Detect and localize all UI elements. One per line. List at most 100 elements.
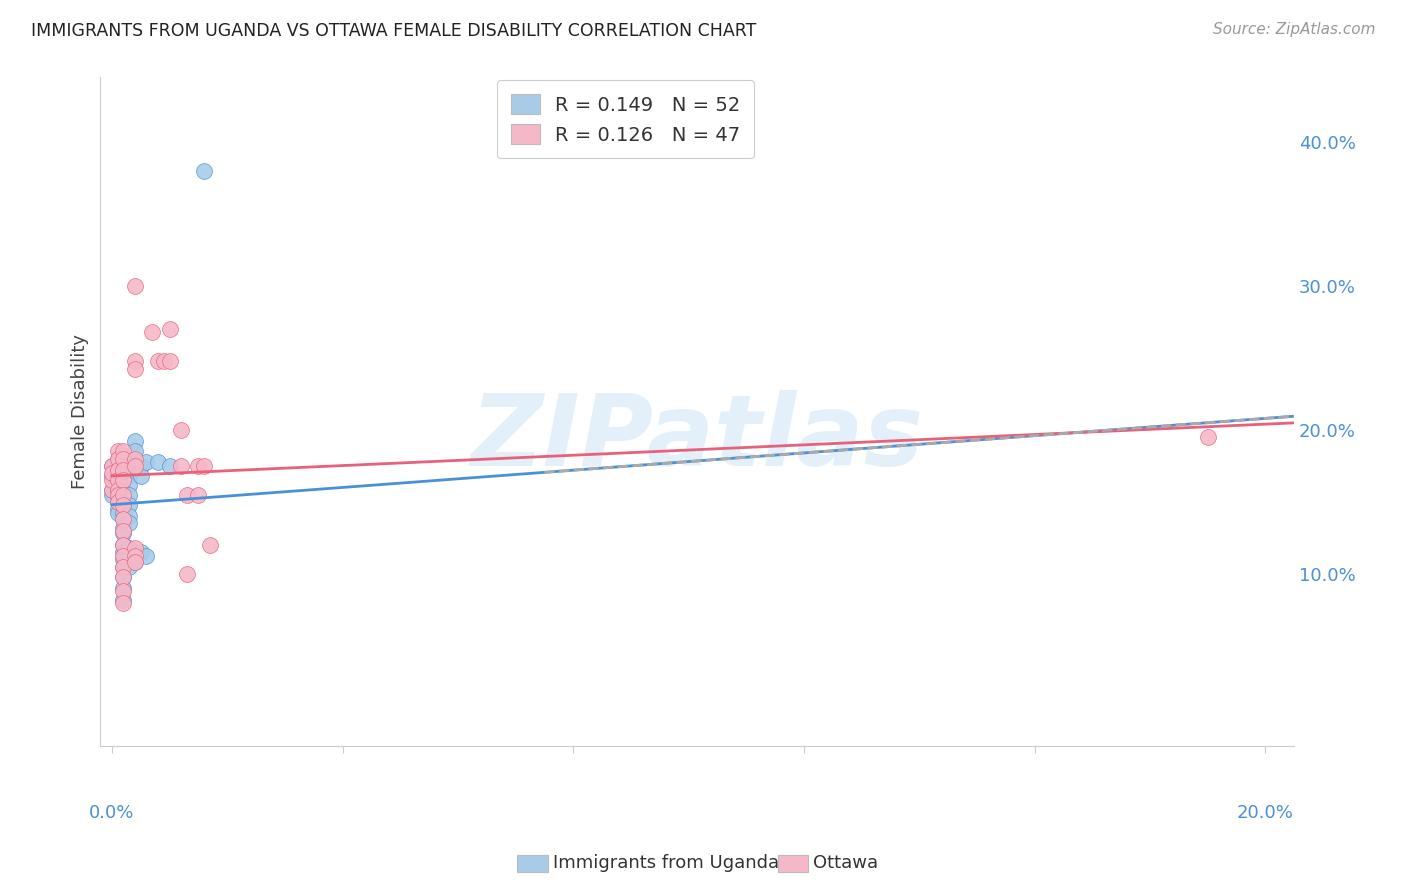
Text: Source: ZipAtlas.com: Source: ZipAtlas.com bbox=[1212, 22, 1375, 37]
Point bbox=[124, 541, 146, 555]
Point bbox=[112, 458, 135, 473]
Point bbox=[176, 566, 198, 581]
Text: Immigrants from Uganda: Immigrants from Uganda bbox=[553, 855, 779, 872]
Point bbox=[129, 545, 152, 559]
Point bbox=[101, 488, 124, 502]
Point bbox=[112, 506, 135, 520]
Point bbox=[107, 451, 129, 466]
Point bbox=[124, 362, 146, 376]
Point bbox=[112, 549, 135, 564]
Point bbox=[107, 506, 129, 520]
Point bbox=[193, 164, 215, 178]
Point bbox=[159, 322, 181, 336]
Point bbox=[107, 495, 129, 509]
Point bbox=[124, 545, 146, 559]
Point bbox=[112, 469, 135, 483]
Text: Ottawa: Ottawa bbox=[813, 855, 877, 872]
Point bbox=[124, 555, 146, 569]
Point bbox=[159, 458, 181, 473]
Point bbox=[129, 458, 152, 473]
Point bbox=[107, 458, 129, 473]
Point bbox=[107, 473, 129, 487]
Point bbox=[118, 498, 141, 512]
Point bbox=[112, 473, 135, 487]
Point bbox=[112, 463, 135, 477]
Point bbox=[187, 488, 209, 502]
Text: 0.0%: 0.0% bbox=[89, 804, 135, 822]
Point bbox=[107, 502, 129, 516]
Point bbox=[107, 444, 129, 458]
Point bbox=[112, 488, 135, 502]
Point bbox=[170, 423, 193, 437]
Point bbox=[159, 354, 181, 368]
Point bbox=[112, 538, 135, 552]
Point bbox=[107, 463, 129, 477]
Point bbox=[118, 477, 141, 491]
Point bbox=[135, 549, 157, 564]
Point bbox=[112, 559, 135, 574]
Point bbox=[112, 592, 135, 607]
Point bbox=[112, 451, 135, 466]
Point bbox=[107, 488, 129, 502]
Point bbox=[118, 469, 141, 483]
Point bbox=[112, 524, 135, 538]
Point bbox=[101, 458, 124, 473]
Point bbox=[118, 559, 141, 574]
Point bbox=[112, 526, 135, 541]
Point bbox=[112, 491, 135, 506]
Point bbox=[112, 545, 135, 559]
Point bbox=[118, 458, 141, 473]
Point bbox=[193, 458, 215, 473]
Point bbox=[118, 488, 141, 502]
Point bbox=[112, 569, 135, 583]
Point bbox=[112, 538, 135, 552]
Point bbox=[101, 466, 124, 480]
Point bbox=[101, 469, 124, 483]
Point bbox=[124, 549, 146, 564]
Point bbox=[187, 458, 209, 473]
Point bbox=[118, 509, 141, 524]
Point bbox=[107, 483, 129, 498]
Text: 20.0%: 20.0% bbox=[1237, 804, 1294, 822]
Point bbox=[198, 538, 221, 552]
Y-axis label: Female Disability: Female Disability bbox=[72, 334, 89, 490]
Point bbox=[107, 451, 129, 466]
Point bbox=[112, 595, 135, 609]
Point bbox=[118, 541, 141, 555]
Point bbox=[107, 480, 129, 494]
Point bbox=[124, 451, 146, 466]
Point bbox=[124, 458, 146, 473]
Point bbox=[101, 473, 124, 487]
Point bbox=[112, 512, 135, 526]
Point bbox=[124, 555, 146, 569]
Point bbox=[107, 495, 129, 509]
Point bbox=[146, 454, 169, 468]
Point bbox=[107, 473, 129, 487]
Point bbox=[129, 469, 152, 483]
Point bbox=[112, 512, 135, 526]
Point bbox=[112, 581, 135, 595]
Point bbox=[1197, 430, 1219, 444]
Point bbox=[101, 458, 124, 473]
Point bbox=[146, 354, 169, 368]
Point bbox=[112, 498, 135, 512]
Point bbox=[176, 488, 198, 502]
Point bbox=[118, 549, 141, 564]
Point bbox=[112, 559, 135, 574]
Point bbox=[112, 521, 135, 535]
Point bbox=[152, 354, 174, 368]
Legend: R = 0.149   N = 52, R = 0.126   N = 47: R = 0.149 N = 52, R = 0.126 N = 47 bbox=[496, 80, 754, 159]
Point bbox=[112, 584, 135, 599]
Point bbox=[112, 449, 135, 463]
Point bbox=[141, 325, 163, 339]
Text: ZIPatlas: ZIPatlas bbox=[471, 390, 924, 487]
Point bbox=[101, 483, 124, 498]
Text: IMMIGRANTS FROM UGANDA VS OTTAWA FEMALE DISABILITY CORRELATION CHART: IMMIGRANTS FROM UGANDA VS OTTAWA FEMALE … bbox=[31, 22, 756, 40]
Point bbox=[118, 516, 141, 531]
Point bbox=[124, 279, 146, 293]
Point bbox=[107, 488, 129, 502]
Point bbox=[112, 552, 135, 566]
Point bbox=[112, 498, 135, 512]
Point bbox=[112, 569, 135, 583]
Point bbox=[124, 444, 146, 458]
